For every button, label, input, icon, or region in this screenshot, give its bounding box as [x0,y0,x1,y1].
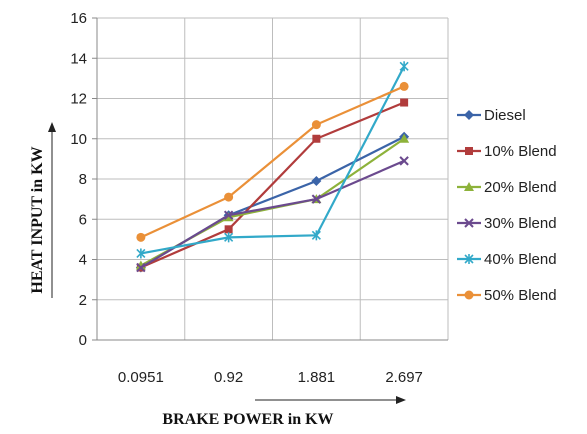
legend-marker [464,290,474,300]
legend-label: Diesel [484,107,526,124]
x-tick-label: 1.881 [298,369,336,386]
series-line [140,85,405,239]
legend-marker [464,254,474,264]
data-point [311,176,322,187]
legend-item: 20% Blend [457,179,557,196]
legend-marker [464,218,474,228]
y-tick-labels: 0 2 4 6 8 10 12 14 16 [70,10,87,349]
x-tick-label: 0.92 [214,369,243,386]
axes [96,18,448,341]
legend-item: Diesel [457,107,526,124]
legend-item: 50% Blend [457,287,557,304]
legend-item: 40% Blend [457,251,557,268]
data-point [136,248,146,259]
y-tick-label: 14 [70,50,87,67]
grid-lines [92,17,449,341]
legend-marker [464,110,474,120]
y-tick-label: 10 [70,131,87,148]
data-point [311,120,321,130]
data-point [399,81,409,91]
y-tick-label: 16 [70,10,87,27]
series-line [140,101,405,269]
series-lines [135,61,410,273]
y-tick-label: 12 [70,91,87,108]
data-point [400,98,409,107]
legend-label: 10% Blend [484,143,557,160]
legend-label: 20% Blend [484,179,557,196]
series-4 [136,61,409,259]
data-point [224,192,234,202]
legend-label: 50% Blend [484,287,557,304]
data-point [311,230,321,241]
series-5 [136,81,409,242]
x-tick-labels: 0.0951 0.92 1.881 2.697 [118,369,423,386]
data-point [224,232,234,243]
data-point [136,232,146,242]
data-point [224,225,233,234]
series-line [140,159,405,269]
x-tick-label: 0.0951 [118,369,164,386]
y-axis-title: HEAT INPUT in KW [29,146,46,293]
legend-item: 10% Blend [457,143,557,160]
legend-label: 30% Blend [484,215,557,232]
legend-marker [464,182,474,191]
y-tick-label: 4 [79,252,87,269]
data-point [399,133,410,143]
x-axis-arrow [255,396,406,404]
series-line [140,65,406,255]
legend-item: 30% Blend [457,215,557,232]
y-tick-label: 6 [79,211,87,228]
y-tick-label: 0 [79,332,87,349]
data-point [136,262,146,273]
legend-marker [465,147,473,155]
data-point [311,194,322,204]
y-axis-arrow [48,122,56,298]
series-3 [136,156,409,273]
data-point [223,210,234,220]
data-point [312,134,321,143]
legend: Diesel 10% Blend 20% Blend 30% Blend 40% Ble… [457,107,557,304]
x-axis-title: BRAKE POWER in KW [162,411,333,428]
data-point [399,61,409,72]
x-tick-label: 2.697 [385,369,423,386]
legend-label: 40% Blend [484,251,557,268]
y-tick-label: 8 [79,171,87,188]
data-point [399,156,409,166]
y-tick-label: 2 [79,292,87,309]
